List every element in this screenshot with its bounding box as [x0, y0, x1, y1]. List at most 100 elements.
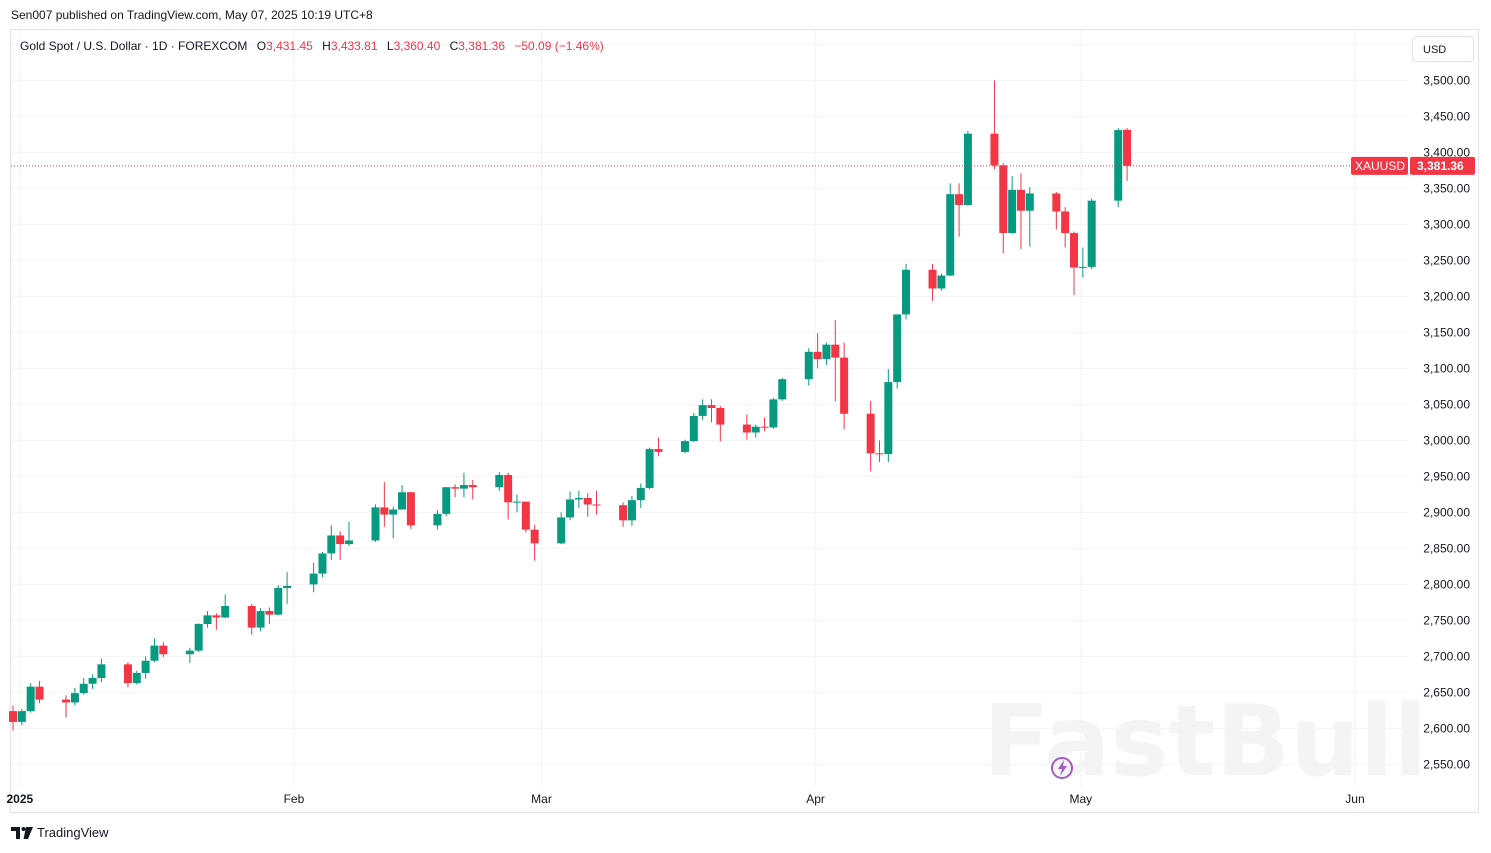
candle-body [1123, 129, 1132, 166]
y-tick-label: 2,950.00 [1423, 469, 1470, 483]
candle-body [150, 645, 159, 661]
price-tag: XAUUSD 3,381.36 [1351, 156, 1475, 175]
candle-down [583, 492, 592, 517]
candle-body [194, 624, 203, 651]
candle-up [884, 369, 893, 462]
candle-body [141, 660, 150, 673]
open-value: 3,431.45 [266, 39, 313, 53]
candle-body [627, 500, 636, 521]
candle-down [955, 183, 964, 237]
tradingview-brand: TradingView [37, 825, 109, 840]
candle-up [256, 608, 265, 632]
candle-body [893, 314, 902, 383]
candle-body [990, 133, 999, 166]
x-tick-label: 2025 [6, 792, 33, 806]
candle-down [592, 490, 601, 515]
candle-body [1025, 193, 1034, 211]
candle-body [946, 194, 955, 276]
candle-body [1078, 266, 1087, 268]
candle-up [344, 521, 353, 547]
candle-up [778, 377, 787, 401]
candle-body [17, 711, 26, 722]
candle-down [35, 680, 44, 704]
candle-down [530, 524, 539, 561]
candle-body [495, 474, 504, 488]
y-tick-label: 3,000.00 [1423, 433, 1470, 447]
candle-up [566, 491, 575, 521]
low-label: L [386, 39, 394, 53]
candle-down [760, 417, 769, 432]
candle-body [185, 650, 194, 655]
x-tick-label: Feb [284, 792, 305, 806]
candle-down [247, 603, 256, 635]
candle-up [946, 183, 955, 277]
candle-body [459, 485, 468, 489]
x-tick-label: May [1070, 792, 1093, 806]
candle-up [283, 572, 292, 604]
candle-body [583, 498, 592, 505]
candle-body [645, 449, 654, 488]
candle-up [274, 585, 283, 616]
close-label: C [449, 39, 459, 53]
y-tick-label: 2,800.00 [1423, 577, 1470, 591]
currency-selector[interactable]: USD [1412, 36, 1474, 62]
candle-down [866, 400, 875, 472]
candle-body [512, 501, 521, 503]
candle-body [680, 441, 689, 452]
candle-body [336, 535, 345, 545]
tradingview-footer[interactable]: TradingView [11, 825, 109, 840]
candle-up [70, 688, 79, 706]
candle-up [442, 487, 451, 516]
candle-up [495, 472, 504, 491]
candle-body [902, 269, 911, 315]
candle-down [875, 440, 884, 462]
candle-up [398, 485, 407, 510]
candle-body [636, 487, 645, 501]
candle-down [336, 531, 345, 560]
candle-up [751, 424, 760, 438]
candle-up [88, 674, 97, 689]
candle-up [194, 623, 203, 653]
candles [9, 80, 1132, 731]
candle-up [963, 130, 972, 206]
candle-up [645, 447, 654, 490]
candle-body [707, 405, 716, 408]
y-tick-label: 3,200.00 [1423, 289, 1470, 303]
y-tick-label: 3,500.00 [1423, 73, 1470, 87]
candle-body [380, 507, 389, 515]
x-tick-label: Mar [531, 792, 552, 806]
candle-body [203, 615, 212, 624]
candle-down [707, 399, 716, 423]
candle-up [318, 552, 327, 578]
candle-up [1078, 247, 1087, 278]
bolt-icon [1051, 757, 1073, 779]
candle-up [557, 512, 566, 545]
candle-up [893, 314, 902, 389]
candle-body [26, 686, 35, 712]
candle-down [1052, 192, 1061, 230]
y-tick-label: 2,700.00 [1423, 649, 1470, 663]
candle-body [504, 474, 513, 503]
x-tick-label: Jun [1345, 792, 1364, 806]
candle-down [123, 662, 132, 688]
tradingview-logo-icon [11, 826, 33, 839]
y-tick-label: 3,150.00 [1423, 325, 1470, 339]
price-tag-value-bg [1410, 156, 1475, 175]
candle-down [1016, 173, 1025, 249]
y-tick-label: 2,600.00 [1423, 721, 1470, 735]
candle-down [999, 163, 1008, 254]
candle-down [380, 482, 389, 527]
candle-body [221, 606, 230, 618]
candle-down [265, 607, 274, 624]
candle-up [937, 273, 946, 291]
candle-body [574, 498, 583, 500]
candle-body [1087, 200, 1096, 267]
candle-body [344, 540, 353, 545]
candle-body [256, 611, 265, 628]
candle-body [698, 405, 707, 416]
candle-up [433, 510, 442, 530]
y-tick-label: 3,100.00 [1423, 361, 1470, 375]
candle-body [265, 611, 274, 615]
candle-up [185, 647, 194, 663]
